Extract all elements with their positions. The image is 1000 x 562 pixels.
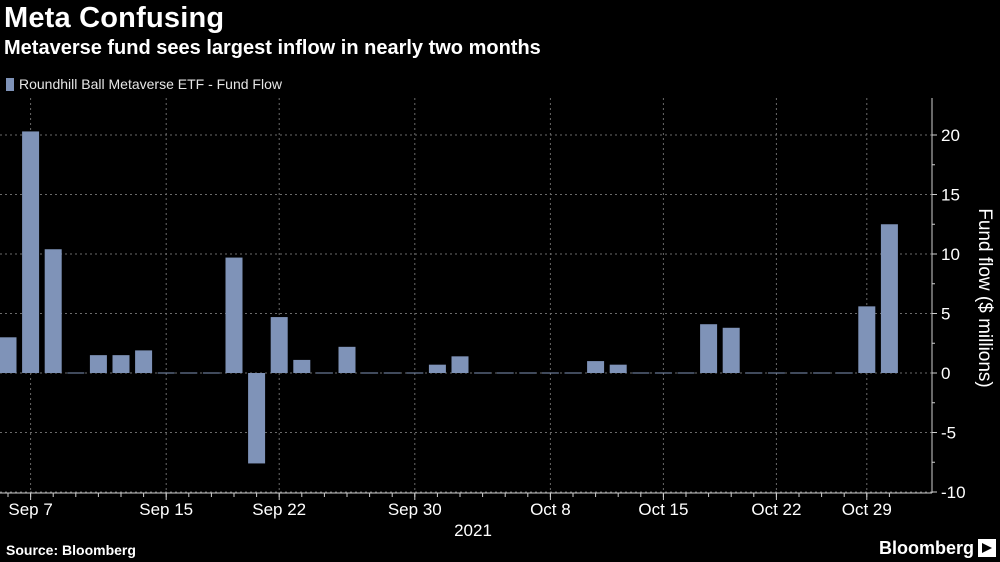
x-tick-label: Sep 30 (388, 500, 442, 519)
chart-subtitle: Metaverse fund sees largest inflow in ne… (4, 37, 541, 59)
bar (587, 361, 605, 373)
bar (338, 346, 356, 373)
bar (361, 372, 379, 374)
bar (722, 327, 740, 373)
legend: Roundhill Ball Metaverse ETF - Fund Flow (6, 76, 282, 92)
bar (496, 372, 514, 374)
bar (632, 372, 650, 374)
bar (609, 364, 627, 373)
x-tick-label: Oct 29 (842, 500, 892, 519)
bar (22, 131, 40, 373)
y-axis-label: Fund flow ($ millions) (974, 208, 995, 388)
bar (519, 372, 537, 374)
bar (813, 372, 831, 374)
bar (428, 364, 446, 373)
bar (880, 224, 898, 373)
chart-title: Meta Confusing (4, 2, 225, 34)
bloomberg-logo-icon (978, 539, 996, 557)
bar (700, 324, 718, 373)
legend-label: Roundhill Ball Metaverse ETF - Fund Flow (19, 76, 282, 92)
bar (745, 372, 763, 374)
bar (293, 359, 311, 373)
bar (858, 306, 876, 373)
bar (406, 372, 424, 374)
y-tick-label: 5 (941, 305, 950, 324)
x-tick-label: Sep 22 (252, 500, 306, 519)
bar (225, 257, 243, 373)
x-tick-label: Sep 7 (8, 500, 52, 519)
bar (767, 372, 785, 374)
x-tick-label: Sep 15 (139, 500, 193, 519)
bar (474, 372, 492, 374)
bar (112, 355, 130, 373)
bar (157, 372, 175, 374)
bar (654, 372, 672, 374)
y-tick-label: -10 (941, 483, 966, 502)
x-tick-label: Oct 22 (751, 500, 801, 519)
bar (89, 355, 107, 373)
x-year-label: 2021 (454, 521, 492, 540)
bar (135, 350, 153, 373)
y-tick-label: 10 (941, 245, 960, 264)
bar (315, 372, 333, 374)
bar (248, 373, 266, 464)
y-tick-label: 15 (941, 186, 960, 205)
bar (541, 372, 559, 374)
source-note: Source: Bloomberg (6, 542, 136, 558)
y-tick-label: -5 (941, 424, 956, 443)
bar (202, 372, 220, 374)
y-tick-label: 0 (941, 364, 950, 383)
bar (451, 356, 469, 373)
bar (0, 337, 17, 373)
bar (270, 317, 288, 373)
bar (44, 249, 62, 373)
bar (180, 372, 198, 374)
bar (383, 372, 401, 374)
y-tick-label: 20 (941, 126, 960, 145)
bar (835, 372, 853, 374)
bar (67, 372, 85, 374)
bar (790, 372, 808, 374)
bloomberg-logo-text: Bloomberg (878, 538, 974, 558)
x-tick-label: Oct 8 (530, 500, 571, 519)
legend-swatch (6, 77, 14, 91)
bar (677, 372, 695, 374)
bar (564, 372, 582, 374)
x-tick-label: Oct 15 (638, 500, 688, 519)
